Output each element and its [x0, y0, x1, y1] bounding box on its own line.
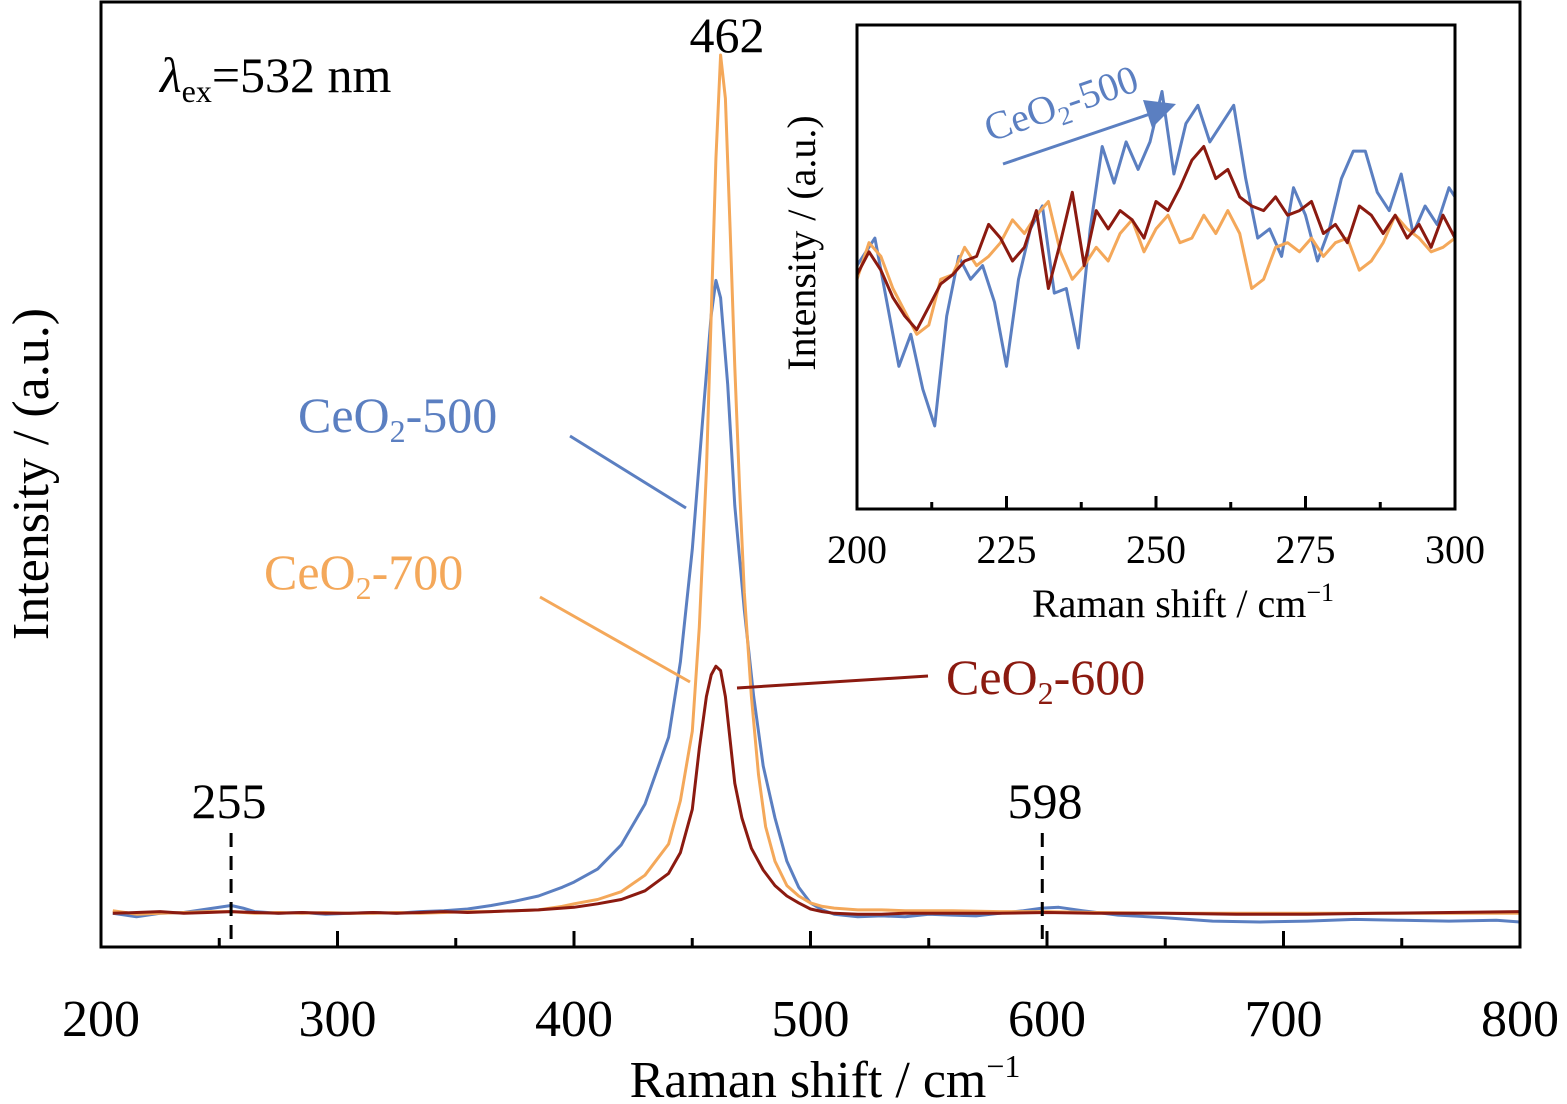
- label-500-sub: 2: [390, 413, 406, 449]
- main-x-tick-label: 800: [1481, 991, 1559, 1048]
- main-y-axis-title: Intensity / (a.u.): [3, 308, 60, 640]
- inset-series-line-ceo2-700: [855, 200, 1456, 336]
- label-500-base: CeO: [298, 387, 390, 443]
- main-x-title-unit: cm: [923, 1052, 987, 1104]
- main-series-lines: [112, 53, 1521, 924]
- inset-series-line-ceo2-600: [855, 145, 1457, 332]
- inset-x-title-sep: /: [1226, 581, 1257, 626]
- main-x-tick-label: 300: [299, 991, 377, 1048]
- label-700-suffix: -700: [372, 544, 464, 600]
- inset-x-tick-label: 200: [827, 527, 887, 572]
- peak-label-598: 598: [1008, 773, 1083, 829]
- main-x-tick-label: 500: [772, 991, 850, 1048]
- main-series-line-ceo2-600: [112, 664, 1521, 916]
- inset-series-lines: [855, 90, 1457, 428]
- label-600-sub: 2: [1038, 675, 1054, 711]
- inset-x-title-unit: cm: [1258, 581, 1307, 626]
- inset-x-title-exp: −1: [1306, 578, 1334, 607]
- inset-x-tick-label: 300: [1425, 527, 1485, 572]
- leader-line-ceo2-700: [539, 595, 691, 684]
- main-x-tick-label: 200: [62, 991, 140, 1048]
- inset-x-tick-label: 225: [977, 527, 1037, 572]
- leader-line-ceo2-500: [569, 434, 687, 510]
- label-600-base: CeO: [946, 649, 1038, 705]
- label-700-base: CeO: [264, 544, 356, 600]
- excitation-label: λex=532 nm: [158, 47, 392, 109]
- main-x-title-exp: −1: [986, 1048, 1020, 1084]
- inset-arrow-shaft: [1002, 112, 1151, 166]
- label-700-sub: 2: [356, 570, 372, 606]
- lambda-symbol: λ: [158, 47, 182, 103]
- inset-chart: 200 225 250 275 300 CeO2-500 Raman shift / c…: [779, 23, 1485, 626]
- label-600-suffix: -600: [1054, 649, 1146, 705]
- main-x-tick-label: 700: [1245, 991, 1323, 1048]
- main-peak-guides: [229, 833, 1044, 947]
- main-chart: 200 300 400 500 600 700 800 λex=532 nm 462 255…: [3, 0, 1559, 1104]
- label-500-suffix: -500: [406, 387, 498, 443]
- main-x-title-main: Raman shift: [630, 1052, 883, 1104]
- main-x-tick-label: 400: [535, 991, 613, 1048]
- inset-y-axis-title: Intensity / (a.u.): [779, 115, 824, 371]
- series-label-ceo2-700: CeO2-700: [264, 544, 463, 606]
- leader-line-ceo2-600: [736, 674, 929, 690]
- inset-x-ticks: 200 225 250 275 300: [827, 496, 1485, 572]
- peak-label-462: 462: [690, 7, 765, 63]
- main-x-tick-label: 600: [1008, 991, 1086, 1048]
- inset-x-tick-label: 250: [1126, 527, 1186, 572]
- excitation-value: =532 nm: [212, 47, 392, 103]
- inset-arrow-head: [1143, 100, 1176, 128]
- series-label-ceo2-500: CeO2-500: [298, 387, 497, 449]
- inset-x-tick-label: 275: [1276, 527, 1336, 572]
- excitation-subscript: ex: [182, 73, 212, 109]
- inset-x-axis-title: Raman shift / cm−1: [1032, 578, 1334, 626]
- main-x-title-sep: /: [882, 1052, 922, 1104]
- series-label-ceo2-600: CeO2-600: [946, 649, 1145, 711]
- main-x-ticks: 200 300 400 500 600 700 800: [62, 931, 1559, 1048]
- peak-label-255: 255: [192, 773, 267, 829]
- inset-x-title-main: Raman shift: [1032, 581, 1226, 626]
- main-x-axis-title: Raman shift / cm−1: [630, 1048, 1021, 1104]
